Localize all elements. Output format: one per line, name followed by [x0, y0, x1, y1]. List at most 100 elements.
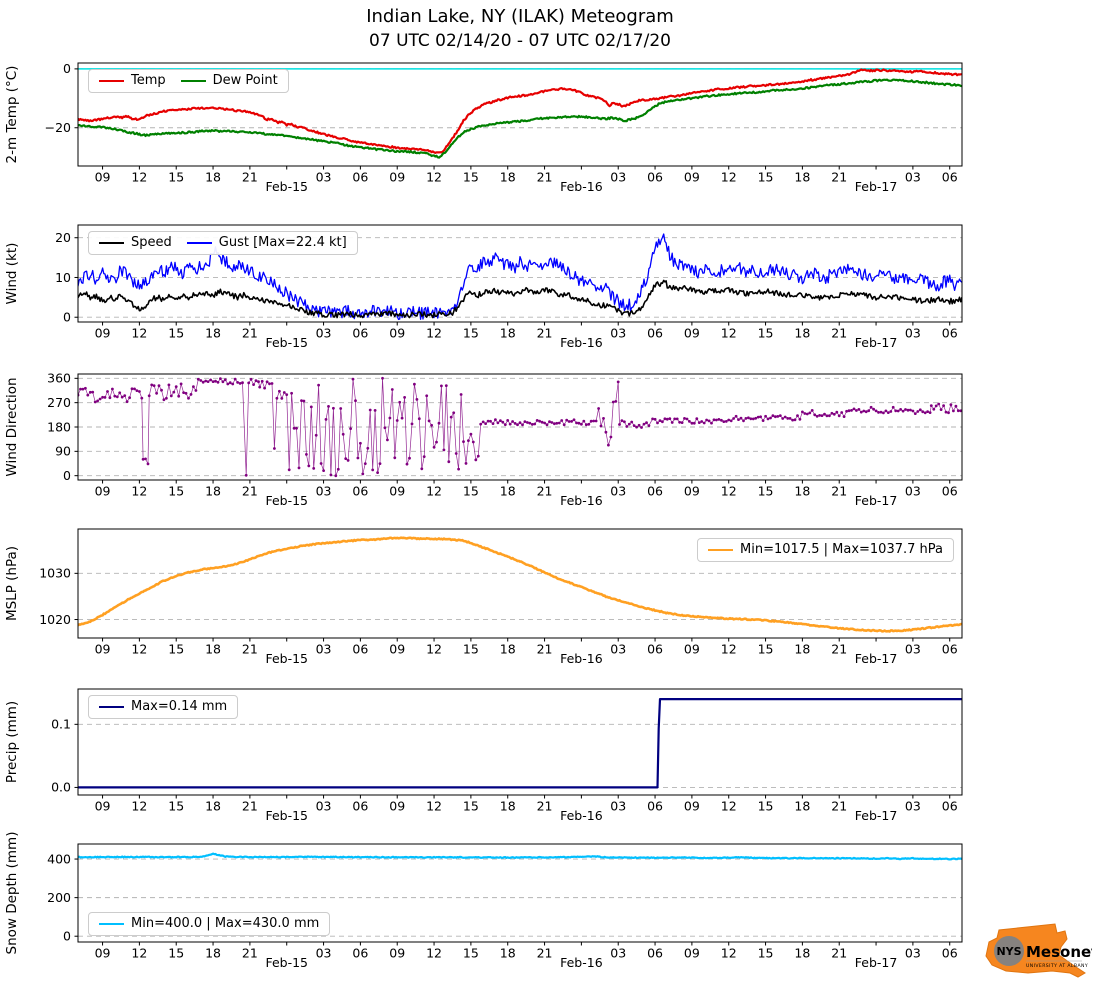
x-date-label: Feb-17: [855, 179, 898, 194]
x-tick-label: 09: [684, 484, 700, 499]
y-tick-label: 0: [63, 468, 71, 483]
x-tick-label: 06: [352, 799, 368, 814]
logo-nys-text: NYS: [996, 945, 1021, 958]
x-tick-label: 06: [647, 326, 663, 341]
x-tick-label: 15: [463, 799, 479, 814]
y-tick-label: 0: [63, 310, 71, 325]
x-tick-label: 18: [500, 326, 516, 341]
chart-subtitle: 07 UTC 02/14/20 - 07 UTC 02/17/20: [369, 31, 671, 51]
logo-university-text: UNIVERSITY AT ALBANY: [1026, 963, 1088, 969]
x-axis-mslp: 09 12 15 18 21 Feb-15 03 06 09 12 15 18 21 Feb-16 03 06…: [95, 638, 958, 666]
legend-mslp: Min=1017.5 | Max=1037.7 hPa: [697, 538, 954, 562]
nys-mesonet-logo: NYS Mesonet UNIVERSITY AT ALBANY: [985, 923, 1092, 978]
x-date-label: Feb-16: [560, 808, 603, 823]
logo-mesonet-text: Mesonet: [1026, 943, 1092, 961]
x-date-label: Feb-15: [265, 651, 308, 666]
x-date-label: Feb-17: [855, 335, 898, 350]
x-tick-label: 18: [500, 946, 516, 961]
legend-entry: Dew Point: [180, 73, 278, 88]
x-tick-label: 12: [426, 484, 442, 499]
x-date-label: Feb-16: [560, 335, 603, 350]
panel-snow: 0 200 400 Snow Depth (mm) 09 12 15 18 21 Feb-15 03…: [4, 832, 963, 970]
x-tick-label: 06: [647, 799, 663, 814]
legend-entry: Min=1017.5 | Max=1037.7 hPa: [708, 542, 943, 557]
x-tick-label: 21: [831, 170, 847, 185]
x-tick-label: 03: [316, 170, 332, 185]
y-tick-label: 180: [47, 419, 71, 434]
y-tick-label: 10: [55, 270, 71, 285]
x-tick-label: 06: [647, 946, 663, 961]
x-tick-label: 21: [537, 642, 553, 657]
y-tick-label: −20: [45, 120, 71, 135]
y-axis-precip: 0.0 0.1: [51, 717, 78, 795]
x-tick-label: 06: [352, 946, 368, 961]
x-tick-label: 15: [758, 170, 774, 185]
x-tick-label: 03: [905, 642, 921, 657]
x-tick-label: 18: [205, 946, 221, 961]
x-tick-label: 15: [168, 326, 184, 341]
x-tick-label: 12: [131, 326, 147, 341]
x-tick-label: 12: [131, 170, 147, 185]
y-axis-wdir: 0 90 180 270 360: [47, 371, 78, 483]
x-tick-label: 09: [95, 799, 111, 814]
x-tick-label: 03: [905, 484, 921, 499]
y-axis-title-wdir: Wind Direction: [4, 377, 20, 476]
y-tick-label: 200: [47, 890, 71, 905]
x-date-label: Feb-16: [560, 651, 603, 666]
x-tick-label: 09: [95, 484, 111, 499]
x-tick-label: 06: [647, 642, 663, 657]
x-tick-label: 21: [537, 799, 553, 814]
x-tick-label: 06: [352, 170, 368, 185]
legend-label: Dew Point: [212, 73, 278, 88]
x-tick-label: 03: [316, 946, 332, 961]
x-tick-label: 06: [942, 484, 958, 499]
series-wind-direction-markers: [78, 376, 962, 478]
x-tick-label: 18: [794, 642, 810, 657]
x-tick-label: 18: [500, 799, 516, 814]
x-tick-label: 03: [316, 799, 332, 814]
x-tick-label: 21: [242, 946, 258, 961]
x-tick-label: 21: [831, 484, 847, 499]
x-tick-label: 09: [95, 946, 111, 961]
x-tick-label: 12: [426, 170, 442, 185]
x-date-label: Feb-15: [265, 808, 308, 823]
x-tick-label: 12: [131, 799, 147, 814]
x-tick-label: 21: [831, 799, 847, 814]
x-tick-label: 18: [205, 170, 221, 185]
x-date-label: Feb-16: [560, 179, 603, 194]
x-tick-label: 09: [684, 946, 700, 961]
legend-entry: Speed: [99, 235, 172, 250]
x-date-label: Feb-15: [265, 493, 308, 508]
legend-label: Max=0.14 mm: [131, 699, 228, 714]
series-mslp: [78, 536, 962, 633]
x-axis-snow: 09 12 15 18 21 Feb-15 03 06 09 12 15 18 21 Feb-16 03 06…: [95, 942, 958, 970]
x-tick-label: 18: [794, 946, 810, 961]
x-tick-label: 06: [942, 946, 958, 961]
x-tick-label: 21: [537, 946, 553, 961]
y-tick-label: 400: [47, 851, 71, 866]
y-axis-title-snow: Snow Depth (mm): [4, 832, 20, 955]
x-tick-label: 18: [205, 799, 221, 814]
panel-border: [77, 688, 963, 796]
y-tick-label: 360: [47, 371, 71, 386]
x-tick-label: 15: [758, 946, 774, 961]
x-tick-label: 18: [794, 799, 810, 814]
x-tick-label: 12: [721, 170, 737, 185]
legend-label: Min=400.0 | Max=430.0 mm: [131, 916, 320, 931]
x-tick-label: 15: [463, 484, 479, 499]
legend-label: Speed: [131, 235, 172, 250]
panel-precip: 0.0 0.1 Precip (mm) 09 12 15 18 21 Feb-15 03 06 09 1…: [4, 688, 963, 823]
x-axis-wdir: 09 12 15 18 21 Feb-15 03 06 09 12 15 18 21 Feb-16 03 06…: [95, 480, 958, 508]
legend-line-sample: [708, 548, 734, 551]
x-tick-label: 15: [463, 326, 479, 341]
y-tick-label: 0.0: [51, 780, 71, 795]
legend-line-sample: [99, 922, 124, 925]
x-tick-label: 21: [242, 170, 258, 185]
x-tick-label: 03: [610, 642, 626, 657]
x-tick-label: 09: [389, 170, 405, 185]
legend-line-sample: [99, 241, 124, 244]
legend-label: Min=1017.5 | Max=1037.7 hPa: [740, 542, 943, 557]
x-tick-label: 15: [168, 642, 184, 657]
